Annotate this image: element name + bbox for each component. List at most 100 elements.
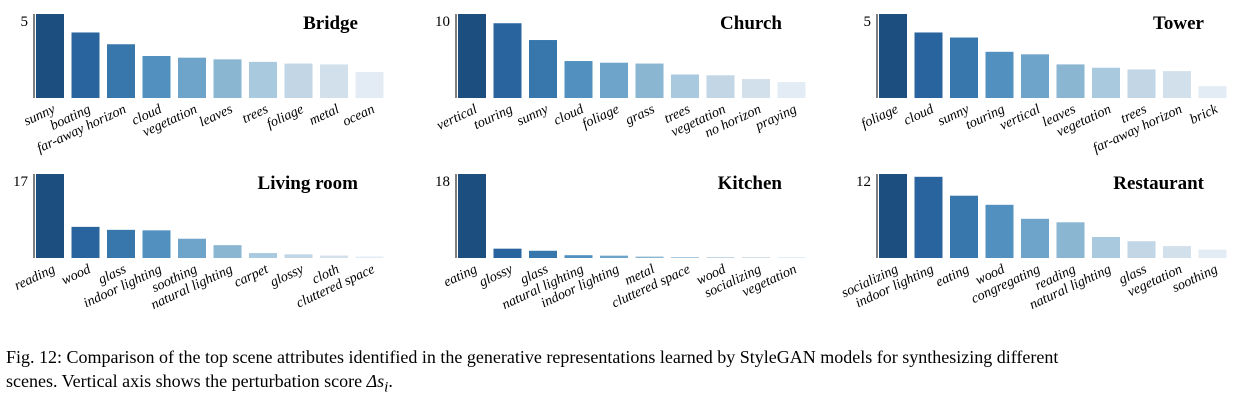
bar-ocean xyxy=(355,71,384,98)
bar-glass xyxy=(529,250,557,258)
bar-trees xyxy=(671,74,699,98)
y-tick-label: 18 xyxy=(435,174,450,190)
x-tick-label: glossy xyxy=(477,262,516,291)
bar-metal xyxy=(635,256,664,258)
bar-vegetation xyxy=(178,57,206,98)
bar-foliage xyxy=(879,14,907,98)
bar-socializing xyxy=(879,174,907,258)
bar-vertical xyxy=(458,14,486,98)
x-tick-label: ocean xyxy=(341,102,378,130)
bar-vertical xyxy=(1021,54,1049,98)
chart-title: Church xyxy=(720,13,782,34)
bar-congregating xyxy=(1021,218,1049,258)
chart-title: Living room xyxy=(258,173,359,194)
x-tick-label: carpet xyxy=(232,262,272,291)
bar-glass xyxy=(107,229,135,258)
caption-line-1: Fig. 12: Comparison of the top scene att… xyxy=(6,347,1059,367)
y-tick-label: 12 xyxy=(856,174,871,190)
bar-glass xyxy=(1127,241,1156,258)
chart-title: Bridge xyxy=(303,13,358,34)
bar-cloud xyxy=(914,32,943,99)
bar-touring xyxy=(985,51,1014,98)
y-tick-label: 10 xyxy=(435,14,450,30)
x-tick-label: cloud xyxy=(902,102,937,129)
bar-indoor-lighting xyxy=(142,230,171,258)
bar-sunny xyxy=(950,37,978,98)
bar-praying xyxy=(777,82,806,98)
bar-natural-lighting xyxy=(1092,237,1120,258)
x-tick-label: eating xyxy=(442,262,480,290)
bar-far-away-horizon xyxy=(107,44,135,98)
bar-leaves xyxy=(213,59,242,98)
bar-cluttered-space xyxy=(355,256,384,258)
bar-boating xyxy=(71,32,100,99)
bar-indoor-lighting xyxy=(600,255,628,258)
bar-touring xyxy=(493,23,522,99)
y-tick-label: 5 xyxy=(21,14,29,30)
bar-soothing xyxy=(1198,249,1227,258)
bar-cloth xyxy=(320,255,348,258)
chart-title: Tower xyxy=(1153,13,1205,34)
bar-wood xyxy=(706,257,735,258)
x-tick-label: foliage xyxy=(580,102,622,132)
x-tick-label: foliage xyxy=(859,102,901,132)
bar-far-away-horizon xyxy=(1163,71,1191,98)
bar-trees xyxy=(249,61,277,98)
bar-grass xyxy=(635,63,664,98)
bar-no-horizon xyxy=(742,79,770,98)
bar-socializing xyxy=(742,257,770,258)
bar-vegetation xyxy=(777,257,806,258)
bar-eating xyxy=(458,174,486,258)
figure-caption: Fig. 12: Comparison of the top scene att… xyxy=(6,345,1246,400)
x-tick-label: wood xyxy=(59,262,94,289)
bar-metal xyxy=(320,64,348,98)
y-tick-label: 5 xyxy=(864,14,872,30)
bar-leaves xyxy=(1056,64,1085,98)
x-tick-label: glossy xyxy=(268,262,307,291)
bar-cloud xyxy=(142,56,171,98)
chart-title: Restaurant xyxy=(1113,173,1204,194)
caption-period: . xyxy=(388,371,393,391)
caption-math-delta-s: Δs xyxy=(366,371,385,391)
bar-brick xyxy=(1198,86,1227,98)
x-tick-label: reading xyxy=(12,262,57,294)
y-tick-label: 17 xyxy=(13,174,29,190)
bar-vegetation xyxy=(706,75,735,98)
bar-foliage xyxy=(284,63,313,98)
x-tick-label: grass xyxy=(623,102,657,129)
x-tick-label: touring xyxy=(471,102,515,133)
bar-sunny xyxy=(36,14,64,98)
bar-cloud xyxy=(564,61,593,98)
bar-wood xyxy=(71,226,100,258)
x-tick-label: metal xyxy=(307,102,342,129)
caption-line-2-text: scenes. Vertical axis shows the perturba… xyxy=(6,371,367,391)
x-tick-label: leaves xyxy=(197,102,236,131)
bar-sunny xyxy=(529,40,557,98)
bar-foliage xyxy=(600,62,628,98)
bar-cluttered-space xyxy=(671,257,699,258)
caption-math-subscript: i xyxy=(384,379,389,396)
x-tick-label: foliage xyxy=(265,102,307,132)
bar-trees xyxy=(1127,69,1156,98)
x-tick-label: brick xyxy=(1188,102,1221,128)
bar-reading xyxy=(1056,222,1085,258)
bar-glossy xyxy=(493,248,522,258)
bar-glossy xyxy=(284,254,313,258)
chart-title: Kitchen xyxy=(718,173,783,194)
bar-vegetation xyxy=(1163,246,1191,258)
caption-line-2: scenes. Vertical axis shows the perturba… xyxy=(6,369,1246,400)
x-tick-label: cloud xyxy=(552,102,587,129)
bar-reading xyxy=(36,174,64,258)
bar-natural-lighting xyxy=(213,245,242,258)
bar-carpet xyxy=(249,253,277,258)
bar-soothing xyxy=(178,238,206,258)
x-tick-label: vertical xyxy=(998,102,1043,134)
bar-wood xyxy=(985,204,1014,258)
